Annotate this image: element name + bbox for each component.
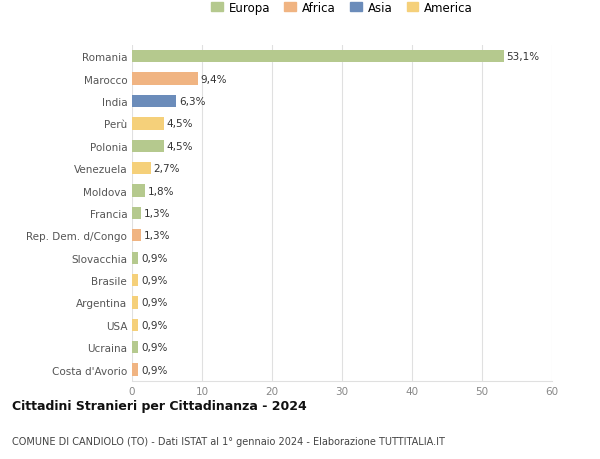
Legend: Europa, Africa, Asia, America: Europa, Africa, Asia, America xyxy=(211,1,473,15)
Text: Cittadini Stranieri per Cittadinanza - 2024: Cittadini Stranieri per Cittadinanza - 2… xyxy=(12,399,307,412)
Text: 4,5%: 4,5% xyxy=(166,119,193,129)
Bar xyxy=(132,341,139,353)
Bar xyxy=(132,274,139,286)
Text: 0,9%: 0,9% xyxy=(141,275,167,285)
Bar xyxy=(132,252,139,264)
Text: COMUNE DI CANDIOLO (TO) - Dati ISTAT al 1° gennaio 2024 - Elaborazione TUTTITALI: COMUNE DI CANDIOLO (TO) - Dati ISTAT al … xyxy=(12,436,445,446)
Text: 1,8%: 1,8% xyxy=(148,186,174,196)
Bar xyxy=(132,162,151,175)
Text: 6,3%: 6,3% xyxy=(179,97,205,107)
Bar xyxy=(132,95,176,108)
Bar xyxy=(132,118,163,130)
Text: 0,9%: 0,9% xyxy=(141,320,167,330)
Text: 0,9%: 0,9% xyxy=(141,365,167,375)
Text: 1,3%: 1,3% xyxy=(144,231,170,241)
Bar xyxy=(132,140,163,152)
Bar xyxy=(132,319,139,331)
Text: 1,3%: 1,3% xyxy=(144,208,170,218)
Bar xyxy=(132,51,504,63)
Text: 9,4%: 9,4% xyxy=(200,74,227,84)
Bar xyxy=(132,364,139,376)
Bar xyxy=(132,230,141,242)
Text: 53,1%: 53,1% xyxy=(506,52,539,62)
Bar xyxy=(132,297,139,309)
Bar xyxy=(132,207,141,219)
Text: 0,9%: 0,9% xyxy=(141,342,167,353)
Text: 4,5%: 4,5% xyxy=(166,141,193,151)
Text: 0,9%: 0,9% xyxy=(141,253,167,263)
Text: 0,9%: 0,9% xyxy=(141,298,167,308)
Bar xyxy=(132,73,198,85)
Bar xyxy=(132,185,145,197)
Text: 2,7%: 2,7% xyxy=(154,164,180,174)
